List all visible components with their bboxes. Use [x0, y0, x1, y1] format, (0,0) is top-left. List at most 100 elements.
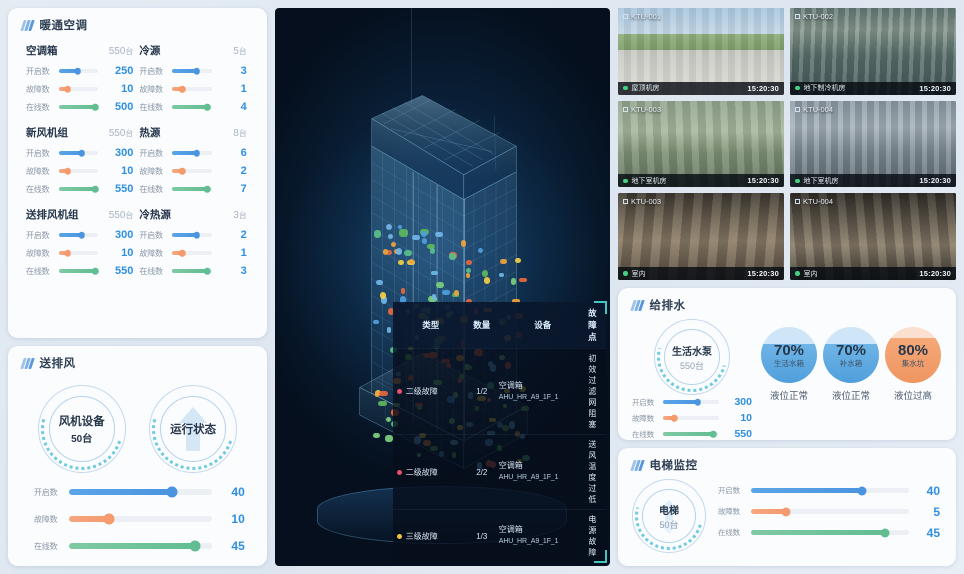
- stat-label: 在线数: [26, 184, 50, 194]
- camera-tile[interactable]: KTU-004 室内 15:20:30: [790, 193, 956, 280]
- stat-slider[interactable]: [172, 231, 212, 239]
- hvac-group-name: 冷源: [139, 45, 161, 57]
- dial-inner-ring: 生活水泵 550台: [664, 329, 720, 385]
- camera-tile[interactable]: KTU-003 室内 15:20:30: [618, 193, 784, 280]
- camera-feed-image: [790, 193, 956, 280]
- stat-value: 550: [115, 265, 134, 277]
- building-3d-viewport[interactable]: 类型 数量 设备 故障点 二级故障 1/2 空调箱 AHU_HR_A9_1F_1 初效过滤网阻…: [274, 8, 610, 566]
- hvac-group-total: 5台: [233, 46, 247, 57]
- live-indicator-icon: [795, 85, 800, 91]
- stat-value: 10: [231, 512, 245, 526]
- corner-bracket-icon: [594, 550, 607, 563]
- stat-label: 开启数: [26, 148, 50, 158]
- stat-value: 300: [115, 147, 134, 159]
- stat-slider[interactable]: [69, 513, 212, 525]
- stat-label: 在线数: [718, 528, 740, 537]
- hvac-group-total: 550台: [108, 46, 134, 57]
- fan-status-label: 运行状态: [170, 424, 217, 436]
- stat-label: 开启数: [26, 230, 50, 240]
- stat-value: 10: [121, 83, 134, 95]
- hvac-row: 故障数 1: [139, 247, 246, 259]
- water-tank[interactable]: 70% 生活水箱 液位正常: [758, 327, 820, 445]
- water-tank[interactable]: 70% 补水箱液位正常: [820, 327, 882, 445]
- stat-slider[interactable]: [59, 167, 99, 175]
- hvac-group: 送排风机组 550台 开启数 300 故障数 10 在线数 550: [26, 207, 139, 283]
- fan-dial-value: 50台: [71, 434, 93, 445]
- alarm-table-body: 二级故障 1/2 空调箱 AHU_HR_A9_1F_1 初效过滤网阻塞 二级故障 2/2 空调…: [392, 348, 606, 562]
- stat-slider[interactable]: [69, 540, 212, 552]
- tank-level-gauge: 80% 集水坑: [885, 327, 941, 383]
- hvac-groups: 空调箱 550台 开启数 250 故障数 10 在线数 500 冷源 5台 开启数 3 故障数 1 在线数 4…: [8, 37, 267, 283]
- stat-slider[interactable]: [663, 414, 719, 422]
- tank-percent: 70%: [835, 341, 867, 359]
- camera-tile[interactable]: KTU-002 地下制冷机房 15:20:30: [790, 8, 956, 95]
- tank-level-gauge: 70% 补水箱: [823, 327, 879, 383]
- stat-label: 故障数: [26, 248, 50, 258]
- camera-timestamp: 15:20:30: [747, 176, 779, 186]
- stat-slider[interactable]: [59, 231, 99, 239]
- stat-slider[interactable]: [663, 398, 719, 406]
- hvac-group-header: 新风机组 550台: [26, 125, 133, 140]
- camera-tile[interactable]: KTU-004 地下室机房 15:20:30: [790, 100, 956, 188]
- dial-outer-ring: [37, 385, 126, 473]
- stat-slider[interactable]: [751, 528, 909, 537]
- stat-slider[interactable]: [59, 85, 99, 93]
- alarm-row[interactable]: 三级故障 1/3 空调箱 AHU_HR_A9_1F_1 电源故障: [392, 509, 606, 562]
- camera-id: KTU-001: [631, 12, 662, 21]
- tank-status: 液位正常: [831, 391, 870, 402]
- camera-id-tag: KTU-004: [795, 197, 833, 206]
- stat-slider[interactable]: [172, 267, 212, 275]
- stat-slider[interactable]: [172, 85, 212, 93]
- hvac-group-name: 冷热源: [139, 209, 171, 221]
- stat-label: 故障数: [34, 514, 58, 524]
- camera-tile[interactable]: KTU-001 屋顶机房 15:20:30: [618, 8, 784, 95]
- stat-slider[interactable]: [663, 430, 719, 438]
- camera-feed-overlay: [618, 8, 784, 95]
- stat-slider[interactable]: [59, 149, 99, 157]
- elevator-row: 在线数 45: [718, 526, 940, 540]
- camera-icon: [795, 106, 800, 112]
- camera-feed-image: [618, 8, 784, 95]
- stat-slider[interactable]: [59, 249, 99, 257]
- stat-value: 40: [926, 483, 940, 498]
- title-bars-icon: [630, 459, 645, 471]
- stat-slider[interactable]: [59, 103, 99, 111]
- fan-row: 在线数 45: [34, 539, 245, 553]
- camera-id: KTU-003: [631, 197, 662, 207]
- stat-slider[interactable]: [172, 167, 212, 175]
- dial-outer-ring: [149, 385, 238, 473]
- tank-status: 液位正常: [769, 391, 808, 402]
- fan-card: 送排风 风机设备 50台: [8, 346, 267, 566]
- camera-feed-overlay: [790, 100, 956, 188]
- stat-value: 45: [231, 539, 245, 553]
- water-tank[interactable]: 80% 集水坑 液位过高: [882, 327, 944, 445]
- alarm-quantity: 1/2: [476, 387, 488, 396]
- stat-slider[interactable]: [59, 67, 99, 75]
- alarm-table[interactable]: 类型 数量 设备 故障点 二级故障 1/2 空调箱 AHU_HR_A9_1F_1 初效过滤网阻…: [392, 301, 607, 563]
- hvac-title: 暖通空调: [39, 20, 88, 32]
- stat-slider[interactable]: [751, 507, 909, 516]
- water-row: 在线数 550: [632, 428, 752, 440]
- stat-slider[interactable]: [59, 185, 99, 193]
- stat-slider[interactable]: [172, 103, 212, 111]
- alarm-row[interactable]: 二级故障 2/2 空调箱 AHU_HR_A9_1F_1 送风温度过低: [392, 434, 606, 509]
- camera-icon: [795, 199, 800, 205]
- alarm-device: 空调箱 AHU_HR_A9_1F_1: [498, 525, 559, 546]
- stat-slider[interactable]: [172, 149, 212, 157]
- severity-dot-icon: [396, 389, 402, 394]
- stat-value: 550: [115, 183, 134, 195]
- alarm-type: 二级故障: [396, 386, 465, 397]
- stat-slider[interactable]: [59, 267, 99, 275]
- stat-slider[interactable]: [172, 185, 212, 193]
- stat-slider[interactable]: [69, 486, 212, 498]
- camera-id: KTU-002: [803, 12, 834, 21]
- water-dial-label: 生活水泵: [672, 346, 712, 358]
- camera-tile[interactable]: KTU-003 地下室机房 15:20:30: [618, 100, 784, 188]
- stat-value: 6: [240, 147, 247, 159]
- hvac-row: 开启数 250: [26, 65, 133, 77]
- alarm-row[interactable]: 二级故障 1/2 空调箱 AHU_HR_A9_1F_1 初效过滤网阻塞: [392, 348, 606, 434]
- stat-slider[interactable]: [172, 249, 212, 257]
- stat-value: 2: [240, 229, 247, 241]
- stat-slider[interactable]: [172, 67, 212, 75]
- stat-slider[interactable]: [751, 486, 909, 495]
